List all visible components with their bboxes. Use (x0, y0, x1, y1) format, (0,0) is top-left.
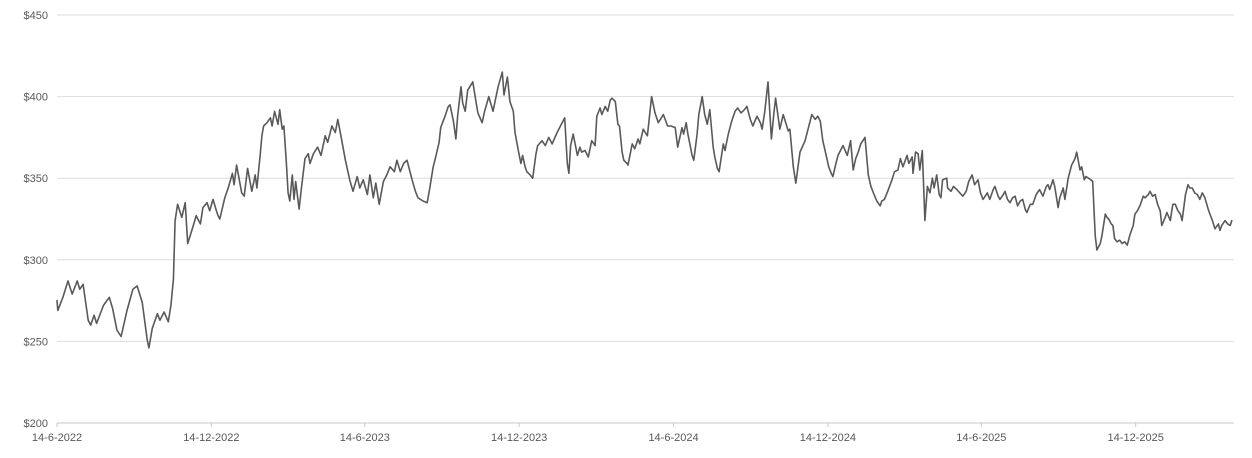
y-tick-label: $300 (24, 255, 48, 267)
y-tick-label: $250 (24, 336, 48, 348)
x-tick-label: 14-12-2025 (1108, 432, 1164, 444)
x-tick-label: 14-6-2023 (340, 432, 390, 444)
y-tick-label: $400 (24, 92, 48, 104)
x-tick-label: 14-12-2022 (183, 432, 239, 444)
y-tick-label: $350 (24, 173, 48, 185)
x-tick-label: 14-6-2025 (956, 432, 1006, 444)
y-tick-label: $450 (24, 10, 48, 22)
y-tick-label: $200 (24, 418, 48, 430)
x-tick-label: 14-6-2024 (648, 432, 698, 444)
x-tick-label: 14-6-2022 (32, 432, 82, 444)
x-tick-label: 14-12-2024 (800, 432, 856, 444)
price-line (56, 71, 1233, 349)
x-tick-label: 14-12-2023 (491, 432, 547, 444)
